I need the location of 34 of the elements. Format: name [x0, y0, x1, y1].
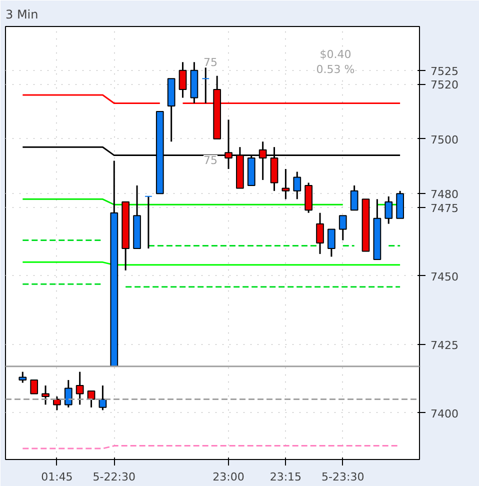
- x-tick-label: 01:45: [41, 470, 73, 484]
- x-tick-label: 23:15: [270, 470, 302, 484]
- candlestick: [316, 212, 324, 255]
- candlestick: [282, 168, 290, 200]
- y-tick-label: 7475: [430, 202, 458, 215]
- candlestick: [328, 228, 336, 258]
- candlestick: [64, 379, 72, 408]
- candlestick: [350, 184, 358, 211]
- candlestick: [202, 66, 210, 104]
- annotation: $0.40: [320, 48, 352, 61]
- candlestick: [144, 196, 152, 250]
- candlestick: [384, 196, 393, 225]
- x-tick-label: 5-22:30: [92, 470, 136, 484]
- y-tick-label: 7400: [430, 407, 458, 420]
- candlestick: [98, 384, 107, 411]
- y-tick-label: 7480: [430, 188, 458, 202]
- y-tick-label: 7425: [430, 338, 458, 352]
- x-tick-label: 5-23:30: [322, 470, 364, 484]
- y-tick-label: 7520: [430, 78, 458, 92]
- candlestick: [42, 384, 50, 406]
- y-tick-label: 7500: [430, 133, 458, 146]
- annotation: 75: [204, 154, 218, 167]
- y-tick-label: 7450: [430, 270, 458, 284]
- candlestick: [338, 214, 347, 242]
- annotation: 75: [204, 56, 218, 69]
- y-tick-label: 7525: [430, 64, 458, 78]
- candlestick: [293, 170, 302, 200]
- candlestick: [18, 371, 27, 384]
- candlestick: [76, 371, 84, 406]
- candlestick: [30, 380, 38, 394]
- annotation: 0.53 %: [316, 63, 355, 76]
- candlestick: [178, 61, 187, 99]
- chart-title: 3 Min: [6, 8, 38, 22]
- x-tick-label: 23:00: [212, 470, 244, 484]
